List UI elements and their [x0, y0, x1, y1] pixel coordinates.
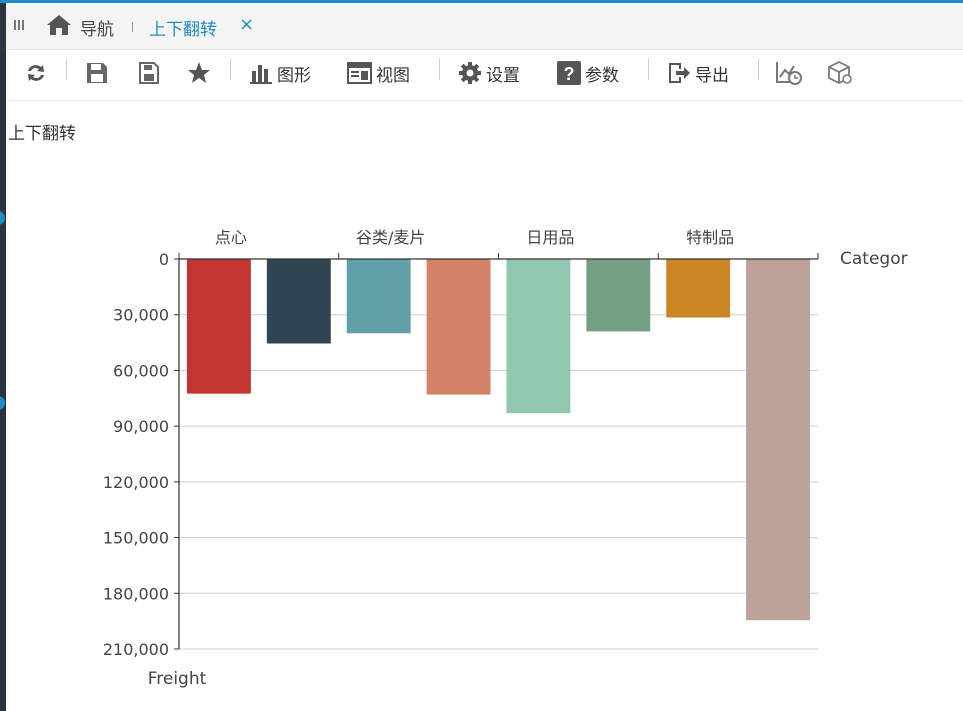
cube-button[interactable] [827, 50, 853, 96]
cube-icon [828, 60, 852, 85]
chart-axes [174, 253, 819, 650]
favorite-button[interactable] [187, 50, 211, 96]
params-button[interactable]: ? 参数 [557, 50, 619, 96]
bar [666, 259, 731, 318]
question-icon: ? [557, 61, 581, 85]
y-tick-label: 180,000 [103, 584, 169, 603]
params-label: 参数 [585, 65, 619, 86]
refresh-button[interactable] [24, 50, 48, 96]
save-icon [87, 63, 107, 83]
tab-nav[interactable]: 导航 [80, 20, 114, 40]
chart-type-label: 图形 [277, 65, 311, 86]
bar [746, 259, 811, 621]
save-as-button[interactable] [137, 50, 161, 96]
tab-divider [132, 22, 133, 32]
y-tick-label: 0 [159, 250, 169, 269]
export-label: 导出 [695, 65, 729, 86]
x-category-label: 谷类/麦片 [356, 228, 425, 247]
x-category-label: 日用品 [526, 228, 574, 247]
export-button[interactable]: 导出 [667, 50, 729, 96]
bar [506, 259, 571, 414]
bar [186, 259, 251, 394]
x-category-label: 点心 [215, 228, 247, 247]
settings-label: 设置 [486, 65, 520, 86]
export-icon [669, 63, 690, 83]
y-tick-label: 60,000 [113, 361, 169, 380]
bar-chart: 0 30,000 60,000 90,000 120,000 150,000 180,000… [103, 228, 908, 689]
bar [426, 259, 491, 395]
bar [266, 259, 331, 344]
y-tick-label: 30,000 [113, 306, 169, 325]
settings-button[interactable]: 设置 [458, 50, 520, 96]
close-icon[interactable]: × [239, 14, 255, 35]
sidebar-handle-bottom[interactable] [0, 396, 5, 410]
chart-bars [186, 259, 811, 621]
home-icon[interactable] [46, 13, 72, 37]
x-category-label: 特制品 [686, 228, 734, 247]
save-as-icon [139, 62, 159, 84]
y-tick-label: 120,000 [103, 473, 169, 492]
chart-type-button[interactable]: 图形 [249, 50, 311, 96]
gear-icon [459, 62, 481, 84]
y-tick-labels: 0 30,000 60,000 90,000 120,000 150,000 180,000… [103, 250, 169, 659]
tab-bar: 导航 上下翻转 × [6, 3, 963, 50]
y-tick-label: 90,000 [113, 417, 169, 436]
chart-gridlines [179, 314, 818, 650]
toolbar-divider [648, 58, 649, 80]
toolbar-divider [230, 58, 231, 80]
x-category-labels: 点心 谷类/麦片 日用品 特制品 [215, 228, 734, 247]
sidebar-handle-top[interactable] [0, 211, 5, 225]
x-axis-name: Categor [840, 249, 908, 269]
grip-icon[interactable] [14, 19, 26, 31]
save-button[interactable] [85, 50, 109, 96]
y-tick-label: 150,000 [103, 529, 169, 548]
bar-chart-icon [250, 65, 272, 84]
chart-clock-icon [776, 62, 802, 85]
view-icon [347, 62, 372, 84]
view-button[interactable]: 视图 [347, 50, 410, 96]
star-icon [188, 62, 210, 83]
schedule-button[interactable] [775, 50, 803, 96]
bar [586, 259, 651, 332]
left-sidebar-strip [0, 3, 6, 711]
report-title: 上下翻转 [8, 124, 76, 144]
top-accent-bar [0, 0, 963, 3]
toolbar: 图形 视图 设置 ? 参数 [6, 50, 963, 101]
refresh-icon [28, 65, 44, 81]
bar [346, 259, 411, 334]
toolbar-divider [439, 58, 440, 80]
svg-text:?: ? [564, 64, 575, 84]
toolbar-divider [758, 58, 759, 80]
view-label: 视图 [376, 65, 410, 86]
tab-active-report[interactable]: 上下翻转 [149, 20, 217, 40]
y-axis-name: Freight [148, 669, 207, 689]
toolbar-divider [66, 58, 67, 80]
y-tick-label: 210,000 [103, 640, 169, 659]
